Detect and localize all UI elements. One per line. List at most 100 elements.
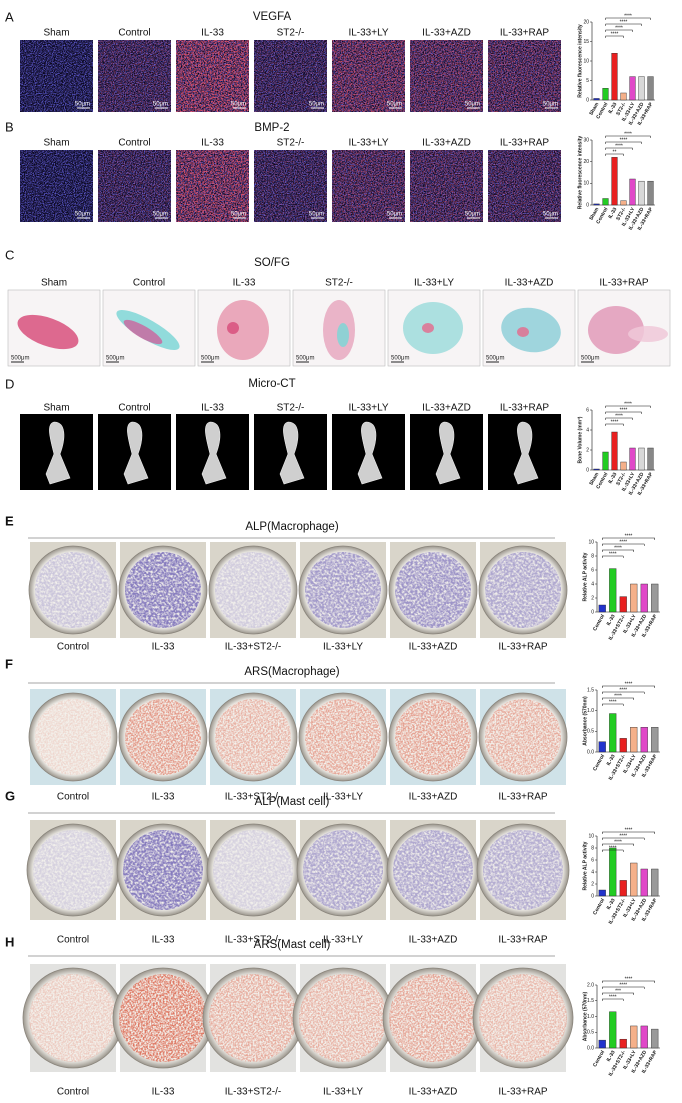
scale-bar-label: 50μm (75, 102, 90, 108)
y-tick-label: 6 (591, 857, 594, 863)
significance-label: **** (619, 687, 627, 693)
panel: A VEGFA Sham 50μm Control 50μm IL-33 50μm ST2-/-… (5, 9, 655, 126)
significance-bracket (605, 411, 642, 414)
image-label: IL-33+RAP (498, 792, 548, 803)
significance-label: **** (625, 827, 633, 833)
image-label: IL-33+LY (348, 403, 388, 414)
significance-bracket (602, 849, 624, 852)
image-label: Control (118, 403, 150, 414)
image-label: IL-33 (152, 642, 175, 653)
bar-chart: 0.0 0.5 1.0 1.5 Absorbance (570nm) Control IL-… (582, 681, 660, 781)
micrograph-signal (98, 150, 171, 222)
significance-bracket (602, 998, 624, 1001)
significance-bracket (605, 423, 624, 426)
significance-label: **** (615, 143, 623, 149)
significance-label: **** (620, 407, 628, 413)
micrograph-signal (410, 150, 483, 222)
image-label: IL-33+RAP (599, 278, 649, 289)
panel: C SO/FG Sham 500μm Control 500μm IL-33 500μm ST2… (5, 247, 671, 367)
image-label: IL-33+LY (348, 138, 388, 149)
bar (630, 1025, 638, 1049)
y-tick-label: 0 (586, 97, 589, 103)
scale-bar-label: 50μm (309, 212, 324, 218)
scale-bar-label: 50μm (75, 212, 90, 218)
image-label: Control (57, 642, 89, 653)
image-label: IL-33 (201, 138, 224, 149)
image-label: IL-33+AZD (422, 28, 471, 39)
y-tick-label: 10 (583, 58, 589, 64)
panel-title: BMP-2 (254, 122, 289, 134)
image-label: Control (133, 278, 165, 289)
panel-letter: B (5, 119, 14, 134)
significance-label: **** (624, 13, 632, 19)
significance-label: ** (613, 149, 617, 155)
bar (598, 889, 606, 897)
y-tick-label: 0 (591, 609, 594, 615)
bar (593, 468, 600, 471)
image-label: IL-33+ST2-/- (225, 935, 281, 946)
bar (630, 583, 638, 613)
bar (593, 203, 600, 206)
micrograph-signal (488, 150, 561, 222)
significance-bracket (605, 147, 633, 150)
well-stain (299, 974, 387, 1062)
panel-title: ALP(Mast cell) (255, 796, 330, 808)
y-tick-label: 20 (583, 159, 589, 165)
y-axis-label: Bone Volume (mm³) (577, 416, 583, 463)
image-label: IL-33+LY (414, 278, 454, 289)
x-tick-label: IL-33 (606, 1049, 617, 1062)
bar (619, 596, 627, 613)
image-label: IL-33+RAP (500, 403, 550, 414)
scale-bar-label: 50μm (231, 102, 246, 108)
y-axis-label: Relative ALP activity (582, 841, 588, 890)
y-tick-label: 0.5 (587, 729, 594, 735)
image-label: Sham (41, 278, 67, 289)
significance-label: *** (615, 988, 621, 994)
significance-label: **** (619, 539, 627, 545)
y-tick-label: 4 (586, 427, 589, 433)
well-stain (303, 830, 383, 910)
bone (279, 421, 305, 485)
y-tick-label: 2 (591, 595, 594, 601)
image-label: ST2-/- (277, 403, 305, 414)
bar (651, 868, 659, 897)
scale-bar-label: 50μm (543, 212, 558, 218)
well-stain (395, 699, 471, 775)
scale-bar-label: 500μm (486, 356, 504, 362)
bar (609, 568, 617, 613)
bar (598, 604, 606, 613)
tissue (422, 323, 434, 333)
bar (620, 461, 627, 471)
y-tick-label: 2 (586, 447, 589, 453)
well-stain (395, 552, 471, 628)
significance-label: **** (615, 413, 623, 419)
significance-bracket (605, 29, 633, 32)
y-tick-label: 20 (583, 19, 589, 25)
scale-bar-label: 50μm (231, 212, 246, 218)
panel-title: ARS(Mast cell) (254, 939, 331, 951)
panel: B BMP-2 Sham 50μm Control 50μm IL-33 50μm ST2-/-… (5, 119, 655, 231)
micrograph-signal (488, 40, 561, 112)
panel-letter: C (5, 247, 14, 262)
bar (619, 738, 627, 753)
image-label: IL-33+LY (323, 642, 363, 653)
y-axis-label: Relative fluorescence intensity (577, 136, 583, 210)
significance-bracket (602, 685, 655, 688)
micrograph-signal (176, 150, 249, 222)
bar (611, 431, 618, 471)
y-tick-label: 10 (588, 539, 594, 545)
bar (619, 1038, 627, 1049)
bar (620, 200, 627, 206)
x-tick-label: IL-33 (607, 101, 618, 114)
bar (638, 76, 645, 101)
tissue (517, 327, 529, 337)
bar (611, 157, 618, 206)
significance-label: **** (619, 982, 627, 988)
significance-bracket (605, 35, 624, 38)
micrograph-signal (176, 40, 249, 112)
panel-title: VEGFA (253, 11, 292, 23)
significance-label: **** (625, 681, 633, 687)
panel-title: Micro-CT (248, 378, 295, 390)
tissue (17, 314, 79, 350)
